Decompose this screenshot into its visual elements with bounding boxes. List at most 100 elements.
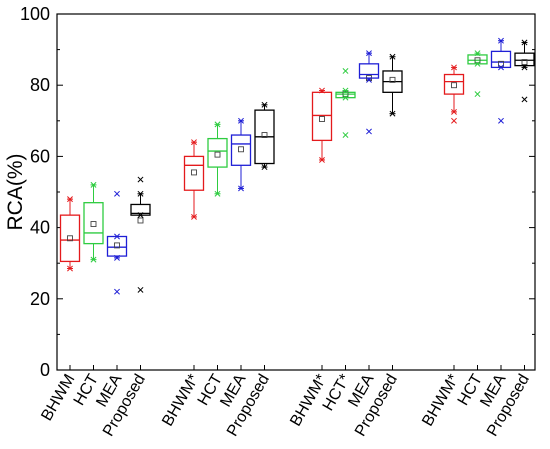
box-bhwm xyxy=(59,198,81,270)
outlier-marker xyxy=(114,288,120,295)
min-marker xyxy=(451,108,457,115)
outlier-marker xyxy=(342,68,349,74)
max-marker-stroke xyxy=(498,37,504,44)
outlier-marker xyxy=(366,128,372,135)
min-marker xyxy=(474,60,481,67)
y-tick-label: 0 xyxy=(40,360,50,380)
max-marker-stroke xyxy=(389,53,396,60)
mean-marker xyxy=(498,60,504,67)
axes xyxy=(56,13,536,371)
mean-marker xyxy=(90,221,97,227)
min-marker-stroke xyxy=(451,108,457,115)
outlier-marker-stroke xyxy=(474,91,481,98)
mean-marker xyxy=(319,116,325,122)
min-marker xyxy=(521,64,528,71)
max-marker-stroke xyxy=(474,50,481,57)
max-marker xyxy=(261,101,268,108)
mean-marker xyxy=(342,91,349,98)
max-marker-stroke xyxy=(114,233,120,240)
mean-marker xyxy=(114,242,120,249)
max-marker xyxy=(90,181,97,188)
box-body xyxy=(490,50,512,69)
min-marker xyxy=(389,110,396,117)
mean-marker xyxy=(451,82,457,89)
min-marker xyxy=(342,94,349,101)
min-marker-stroke xyxy=(67,265,73,272)
max-marker-stroke xyxy=(238,117,244,124)
min-marker xyxy=(498,64,504,71)
min-marker-stroke xyxy=(319,157,325,163)
outlier-marker-stroke xyxy=(498,117,504,124)
max-marker xyxy=(342,87,349,94)
min-marker xyxy=(137,212,144,219)
max-marker xyxy=(521,39,528,46)
max-marker-stroke xyxy=(342,87,349,94)
max-marker-stroke xyxy=(67,196,73,203)
outlier-marker-stroke xyxy=(342,68,349,74)
outlier-marker xyxy=(137,176,144,183)
outlier-marker xyxy=(114,190,120,197)
max-marker-stroke xyxy=(90,181,97,188)
min-marker xyxy=(366,76,372,83)
outlier-marker xyxy=(498,117,504,124)
outlier-marker-stroke xyxy=(114,288,120,295)
min-marker-stroke xyxy=(366,76,372,83)
outlier-marker-stroke xyxy=(521,96,528,103)
min-marker xyxy=(90,256,97,263)
min-marker-stroke xyxy=(389,110,396,117)
min-marker-stroke xyxy=(521,64,528,71)
box-bhwm xyxy=(443,66,465,113)
min-marker xyxy=(214,190,221,197)
boxes xyxy=(59,37,535,295)
min-marker xyxy=(261,164,268,171)
min-marker-stroke xyxy=(498,64,504,71)
box-hct xyxy=(83,184,104,261)
mean-marker xyxy=(191,169,197,176)
box-proposed xyxy=(382,56,403,115)
y-tick-label: 20 xyxy=(30,289,50,309)
y-tick-label: 80 xyxy=(30,75,50,95)
max-marker-stroke xyxy=(214,121,221,128)
box-bhwm xyxy=(183,141,205,218)
outlier-marker-stroke xyxy=(114,190,120,197)
box-proposed xyxy=(514,41,535,68)
mean-marker xyxy=(261,132,268,138)
min-marker-stroke xyxy=(261,164,268,171)
min-marker-stroke xyxy=(214,190,221,197)
box-body xyxy=(207,137,228,168)
mean-marker xyxy=(389,76,396,83)
outlier-marker-stroke xyxy=(137,176,144,183)
mean-marker xyxy=(521,59,528,66)
min-marker-stroke xyxy=(114,254,120,261)
outlier-marker xyxy=(451,117,457,124)
y-axis-title: RCA(%) xyxy=(4,154,27,231)
outlier-marker xyxy=(137,286,144,293)
plot-frame xyxy=(56,13,536,371)
max-marker-stroke xyxy=(366,50,372,57)
max-marker xyxy=(498,37,504,44)
outlier-marker xyxy=(342,132,349,138)
box-bhwm xyxy=(311,90,333,161)
min-marker-stroke xyxy=(90,256,97,263)
max-marker xyxy=(191,139,197,146)
box-body xyxy=(230,134,252,166)
max-marker xyxy=(238,117,244,124)
min-marker xyxy=(67,265,73,272)
y-axis-ticks: 0 20 40 60 80 100 xyxy=(20,4,535,380)
mean-marker xyxy=(214,151,221,158)
box-mea xyxy=(230,120,252,189)
min-marker-stroke xyxy=(238,185,244,192)
box-hct xyxy=(467,52,488,65)
max-marker xyxy=(67,196,73,203)
box-mea xyxy=(490,40,512,69)
box-mea xyxy=(358,52,380,82)
max-marker xyxy=(319,87,325,94)
mean-marker xyxy=(67,235,73,242)
min-marker xyxy=(191,213,197,220)
min-marker-stroke xyxy=(137,212,144,219)
mean-marker xyxy=(137,217,144,224)
box-mea xyxy=(106,235,128,259)
max-marker xyxy=(114,233,120,240)
